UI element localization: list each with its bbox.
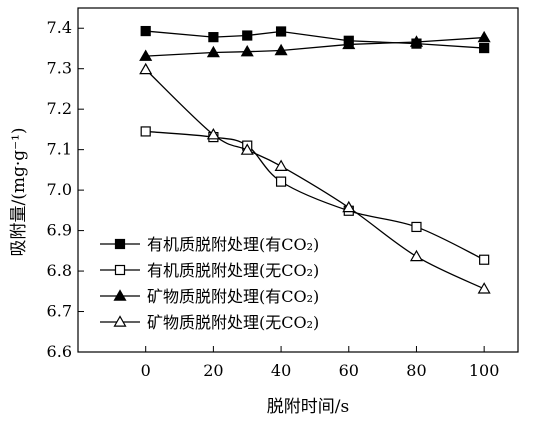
data-point xyxy=(477,282,491,294)
data-point xyxy=(411,221,422,233)
legend-item: 矿物质脱附处理(有CO₂) xyxy=(100,287,319,306)
data-point xyxy=(206,45,220,58)
data-point xyxy=(275,26,287,37)
y-tick-label: 7.1 xyxy=(47,140,72,159)
legend-label: 矿物质脱附处理(有CO₂) xyxy=(147,287,319,306)
data-point xyxy=(409,249,423,262)
data-point xyxy=(342,37,356,50)
y-tick-label: 7.4 xyxy=(47,18,72,37)
data-point xyxy=(140,126,151,137)
y-tick-label: 6.6 xyxy=(47,342,72,361)
data-point xyxy=(206,127,220,140)
x-tick-label: 20 xyxy=(203,361,223,380)
x-tick-label: 0 xyxy=(141,361,151,380)
legend-marker xyxy=(113,315,127,327)
y-tick-label: 7.0 xyxy=(47,180,72,199)
legend-marker xyxy=(113,289,127,301)
data-point xyxy=(242,30,253,41)
legend: 有机质脱附处理(有CO₂) 有机质脱附处理(无CO₂) 矿物质脱附处理(有CO₂) 矿… xyxy=(100,235,319,332)
data-point xyxy=(240,143,254,155)
x-axis-title: 脱附时间/s xyxy=(267,397,349,417)
series-3 xyxy=(139,30,491,61)
x-tick-label: 80 xyxy=(406,361,426,380)
y-axis-title: 吸附量/(mg·g⁻¹) xyxy=(9,127,29,256)
y-tick-label: 7.3 xyxy=(47,59,72,78)
y-tick-label: 6.7 xyxy=(47,302,72,321)
x-tick-label: 100 xyxy=(469,361,500,380)
plot-frame xyxy=(77,7,519,353)
series-layer xyxy=(139,25,491,294)
legend-item: 矿物质脱附处理(无CO₂) xyxy=(100,313,319,332)
legend-item: 有机质脱附处理(无CO₂) xyxy=(100,261,319,280)
series-4 xyxy=(139,62,491,294)
data-point xyxy=(479,254,490,265)
data-point xyxy=(275,176,287,187)
series-line xyxy=(145,36,485,57)
data-point xyxy=(342,200,356,213)
legend-marker xyxy=(114,264,126,276)
series-line xyxy=(145,30,485,49)
data-point xyxy=(479,42,490,54)
x-tick-label: 60 xyxy=(339,361,359,380)
legend-item: 有机质脱附处理(有CO₂) xyxy=(100,235,319,254)
legend-label: 矿物质脱附处理(无CO₂) xyxy=(147,313,319,332)
series-1 xyxy=(140,25,490,54)
data-point xyxy=(477,30,491,43)
data-point xyxy=(139,62,153,75)
x-tick-label: 40 xyxy=(271,361,291,380)
legend-label: 有机质脱附处理(有CO₂) xyxy=(147,235,319,254)
data-point xyxy=(409,35,423,47)
legend-label: 有机质脱附处理(无CO₂) xyxy=(147,261,319,280)
data-point xyxy=(240,44,254,57)
plot-area: 6.6 6.7 6.8 6.9 7.0 7.1 7.2 7.3 7.4 0 20 40 60 80 100 xyxy=(47,7,519,380)
series-line xyxy=(145,69,485,290)
legend-marker xyxy=(114,238,126,250)
data-point xyxy=(140,25,151,37)
y-tick-label: 7.2 xyxy=(47,99,72,118)
data-point xyxy=(208,32,219,43)
data-point xyxy=(274,43,288,56)
data-point xyxy=(274,159,288,171)
y-tick-label: 6.8 xyxy=(47,261,72,280)
y-tick-label: 6.9 xyxy=(47,221,72,240)
data-point xyxy=(139,49,153,61)
